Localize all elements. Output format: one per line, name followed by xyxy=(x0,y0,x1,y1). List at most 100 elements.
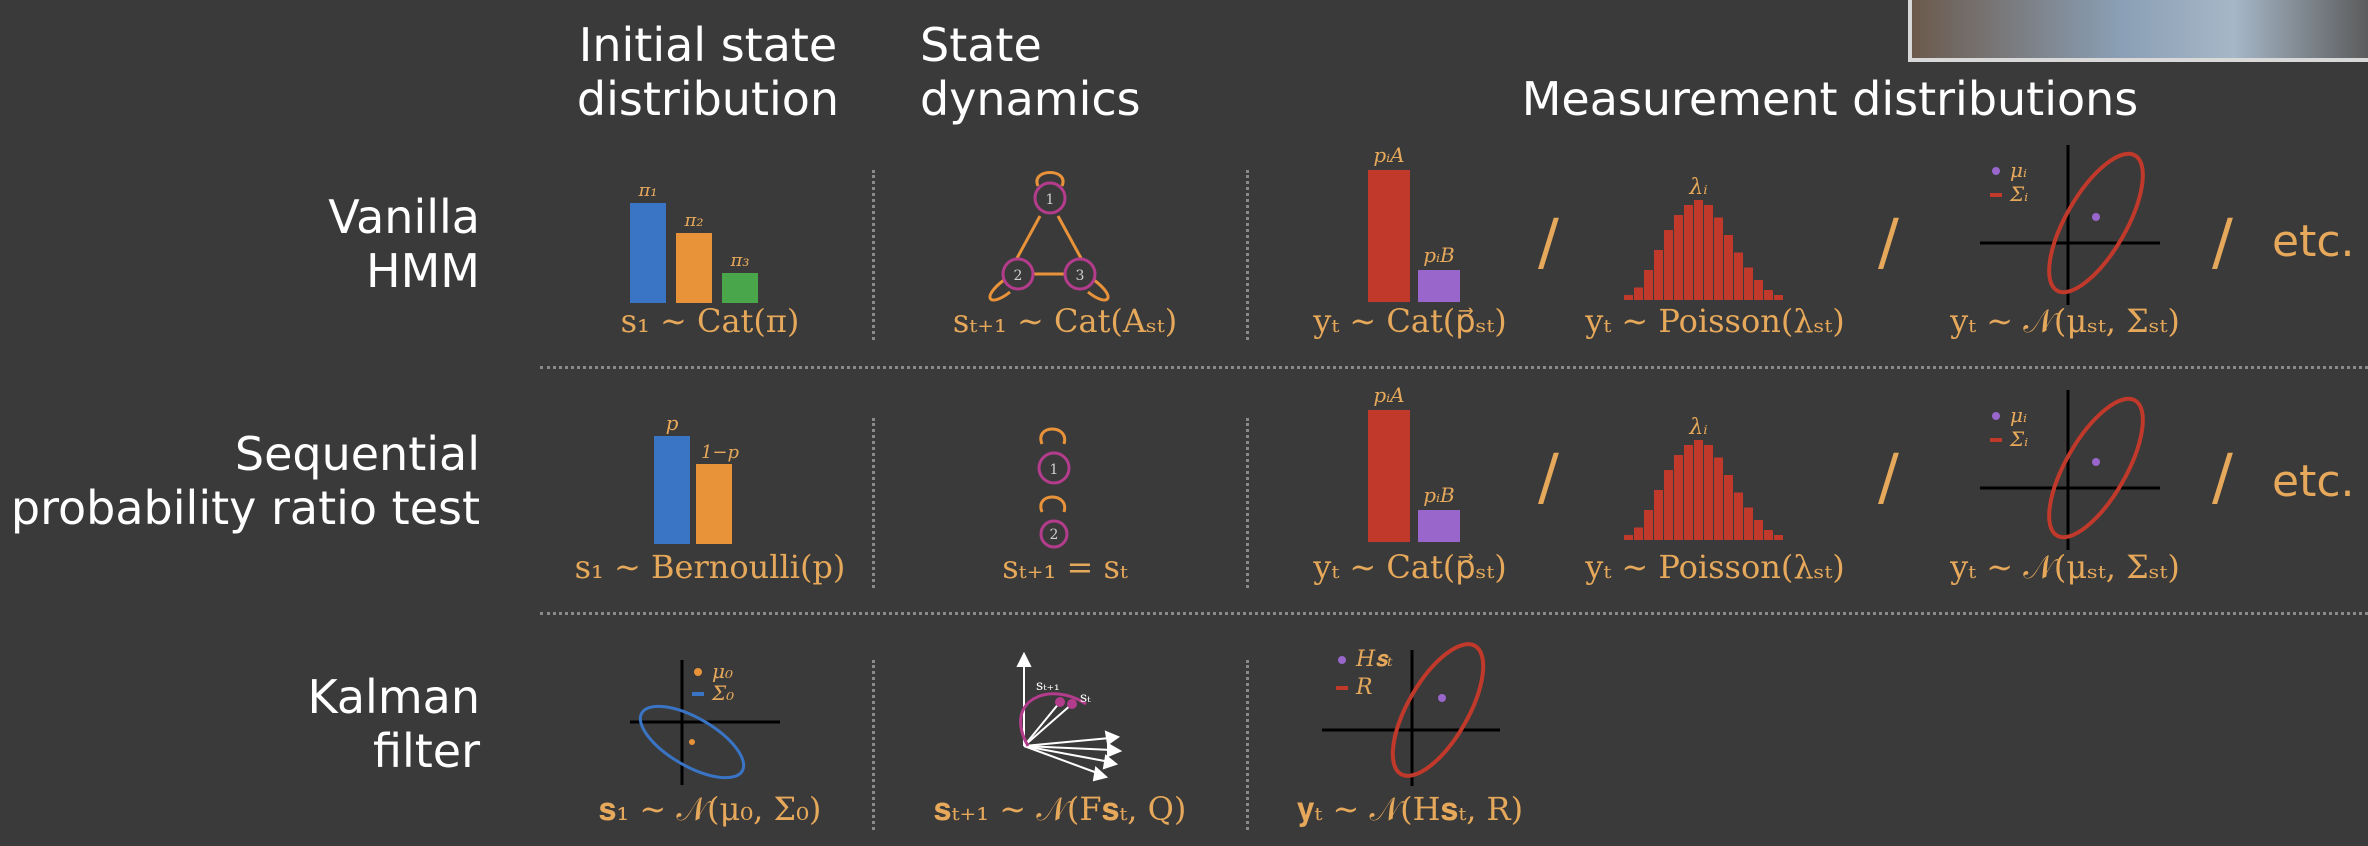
label-pi1: π₁ xyxy=(637,180,657,201)
column-header-line: State xyxy=(920,18,1042,72)
state-label-1: 1 xyxy=(1046,192,1055,208)
poisson-bar-10 xyxy=(1724,235,1733,300)
poisson-bar-7 xyxy=(1694,200,1703,300)
label-lambda: λᵢ xyxy=(1688,415,1707,440)
legend-sigma-label: Σᵢ xyxy=(2009,182,2028,206)
column-header-line: dynamics xyxy=(920,72,1141,126)
covariance-ellipse xyxy=(1390,642,1486,778)
poisson-bar-13 xyxy=(1754,520,1763,540)
legend-mu-marker xyxy=(694,668,702,676)
state-node-1 xyxy=(1037,451,1071,485)
poisson-bar-5 xyxy=(1674,455,1683,540)
poisson-bar-9 xyxy=(1714,457,1723,540)
measurement-categorical-bar-chart: pᵢA pᵢB xyxy=(1368,383,1460,542)
column-divider xyxy=(872,660,875,830)
column-divider xyxy=(1246,418,1249,588)
legend-r-label: R xyxy=(1355,675,1373,700)
column-header-line: Initial state xyxy=(578,18,838,72)
initial-gaussian-ellipse: μ₀ Σ₀ xyxy=(630,659,780,785)
label-state-next: sₜ₊₁ xyxy=(1036,678,1060,694)
legend-mu-marker xyxy=(1992,412,2000,420)
webcam-overlay xyxy=(1908,0,2368,62)
three-state-transition-graph: 1 2 3 xyxy=(988,171,1110,302)
state-label-2: 2 xyxy=(1050,527,1059,543)
poisson-bar-4 xyxy=(1664,230,1673,300)
poisson-bar-6 xyxy=(1684,205,1693,300)
mean-dot xyxy=(2092,213,2100,221)
poisson-bar-3 xyxy=(1654,250,1663,300)
separator-slash: / xyxy=(2212,440,2233,513)
row-header-line: HMM xyxy=(366,244,480,298)
state-node-2 xyxy=(1001,257,1035,291)
separator-slash: / xyxy=(1538,440,1559,513)
state-node-1 xyxy=(1033,181,1067,215)
bar-pi3 xyxy=(722,273,758,303)
two-state-self-loop-graph: 1 2 xyxy=(1037,427,1071,549)
poisson-bar-12 xyxy=(1744,507,1753,540)
poisson-bar-14 xyxy=(1764,530,1773,540)
row-header-line: Kalman xyxy=(307,670,480,724)
separator-slash: / xyxy=(1878,205,1899,278)
poisson-bar-0 xyxy=(1624,295,1633,300)
covariance-ellipse xyxy=(638,704,746,780)
column-header-measurement: Measurement distributions xyxy=(1500,72,2160,126)
label-piB: pᵢB xyxy=(1423,243,1455,267)
column-divider xyxy=(1246,660,1249,830)
state-label-2: 2 xyxy=(1014,268,1023,284)
state-node-3 xyxy=(1063,257,1097,291)
poisson-bar-8 xyxy=(1704,205,1713,300)
row-header-sprt: Sequential probability ratio test xyxy=(0,427,480,535)
column-header-line: distribution xyxy=(576,72,840,126)
poisson-bar-1 xyxy=(1634,527,1643,540)
poisson-bar-3 xyxy=(1654,490,1663,540)
legend-sigma-label: Σᵢ xyxy=(2009,427,2028,451)
column-divider xyxy=(872,418,875,588)
gaussian-ellipse-sprt: μᵢ Σᵢ xyxy=(1980,390,2160,550)
column-header-state-dynamics: State dynamics xyxy=(920,18,1180,126)
state-node-2 xyxy=(1039,519,1069,549)
poisson-bar-0 xyxy=(1624,535,1633,540)
poisson-bar-5 xyxy=(1674,215,1683,300)
formula-sprt-poisson: yₜ ∼ Poisson(λₛₜ) xyxy=(1585,548,1845,586)
bar-pi1 xyxy=(630,203,666,303)
poisson-histogram-sprt: λᵢ xyxy=(1624,415,1783,540)
formula-sprt-dynamics: sₜ₊₁ = sₜ xyxy=(1002,548,1128,586)
column-header-initial-state: Initial state distribution xyxy=(558,18,858,126)
label-piA: pᵢA xyxy=(1373,383,1404,407)
formula-hmm-gauss: yₜ ∼ 𝒩(μₛₜ, Σₛₜ) xyxy=(1950,302,2180,340)
mean-dot xyxy=(1438,694,1446,702)
label-piA: pᵢA xyxy=(1373,143,1404,167)
row-header-line: probability ratio test xyxy=(10,481,480,535)
poisson-bar-11 xyxy=(1734,492,1743,540)
state-point-next xyxy=(1055,697,1065,707)
formula-hmm-cat: yₜ ∼ Cat(p⃗ₛₜ) xyxy=(1313,302,1507,340)
etc-label: etc. xyxy=(2272,456,2355,507)
formula-kalman-dynamics: 𝐬ₜ₊₁ ∼ 𝒩(F𝐬ₜ, Q) xyxy=(933,790,1187,828)
label-lambda: λᵢ xyxy=(1688,175,1707,200)
trajectory-arc xyxy=(1019,692,1087,747)
label-pi3: π₃ xyxy=(729,250,749,271)
initial-categorical-bar-chart: π₁ π₂ π₃ xyxy=(630,180,758,303)
bar-pi2 xyxy=(676,233,712,303)
state-point-current xyxy=(1067,699,1077,709)
formula-kalman-measure: 𝐲ₜ ∼ 𝒩(H𝐬ₜ, R) xyxy=(1296,790,1524,828)
measurement-categorical-bar-chart: pᵢA pᵢB xyxy=(1368,143,1460,302)
row-header-kalman-filter: Kalman filter xyxy=(0,670,480,778)
bar-one-minus-p xyxy=(696,464,732,544)
poisson-histogram-hmm: λᵢ xyxy=(1624,175,1783,300)
legend-mu-label: μᵢ xyxy=(2010,403,2027,427)
poisson-bar-9 xyxy=(1714,217,1723,300)
bar-piA xyxy=(1368,410,1410,542)
poisson-bar-15 xyxy=(1774,295,1783,300)
row-header-line: filter xyxy=(372,724,480,778)
legend-mu-label: μ₀ xyxy=(712,659,733,683)
poisson-bar-11 xyxy=(1734,252,1743,300)
formula-kalman-initial: 𝐬₁ ∼ 𝒩(μ₀, Σ₀) xyxy=(598,790,822,828)
poisson-bar-2 xyxy=(1644,510,1653,540)
covariance-ellipse xyxy=(2047,396,2145,540)
etc-label: etc. xyxy=(2272,216,2355,267)
measurement-gaussian-ellipse: H𝐬ₜ R xyxy=(1322,642,1500,786)
initial-bernoulli-bar-chart: p 1−p xyxy=(654,411,740,544)
bar-piB xyxy=(1418,510,1460,542)
label-state-current: sₜ xyxy=(1080,690,1091,706)
